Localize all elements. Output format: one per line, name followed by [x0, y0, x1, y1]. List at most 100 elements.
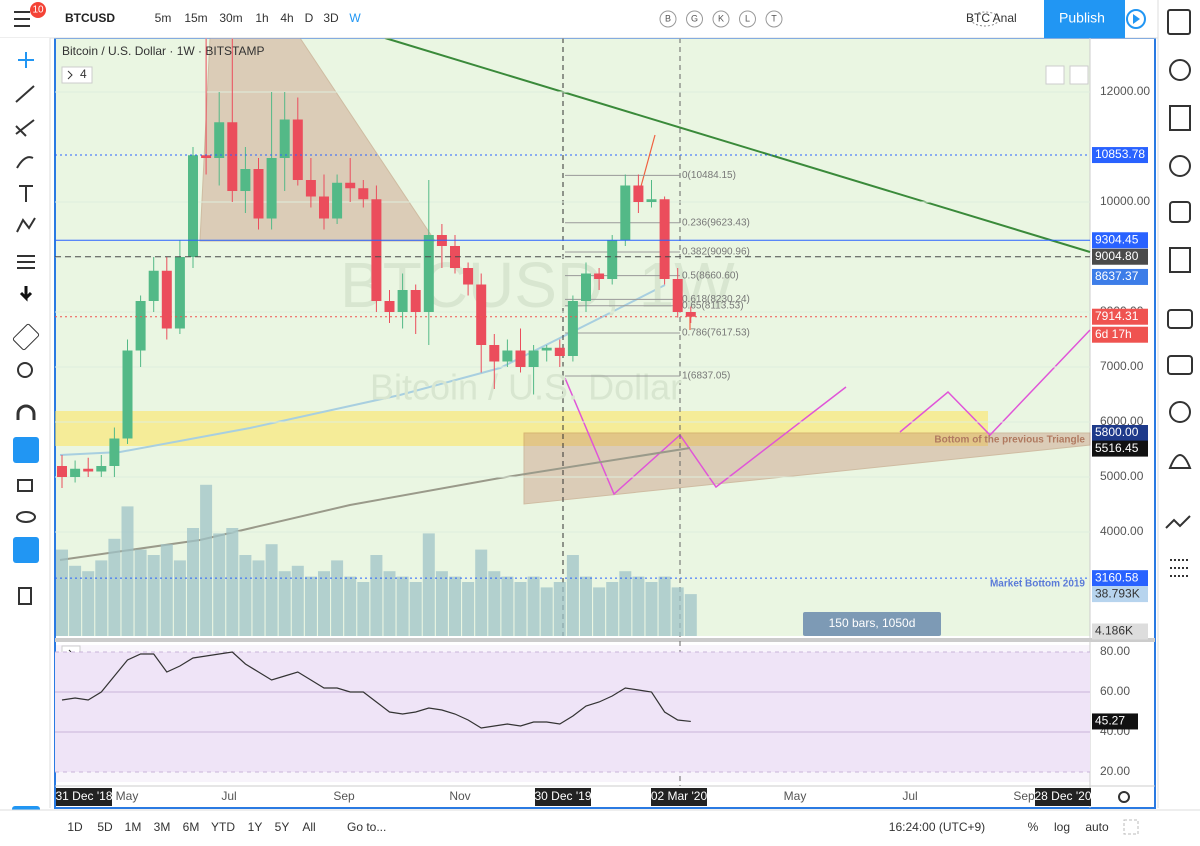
study-button[interactable] [765, 10, 783, 28]
draw-mode[interactable] [13, 437, 39, 463]
data-icon[interactable] [1169, 155, 1191, 177]
settings-button[interactable] [1118, 791, 1130, 803]
volume-bar [449, 576, 461, 636]
sync-tool[interactable] [13, 537, 39, 563]
interval-button[interactable]: D [305, 11, 314, 25]
candle-body [384, 301, 395, 313]
study-button[interactable] [659, 10, 677, 28]
interval-button[interactable]: 3D [323, 11, 339, 25]
volume-bar [632, 576, 645, 636]
measure-tool[interactable] [12, 323, 40, 351]
news-icon[interactable] [1169, 105, 1191, 131]
dom-icon[interactable] [1170, 559, 1190, 577]
menu-icon[interactable] [14, 11, 30, 27]
study-letter[interactable]: B [665, 13, 671, 23]
fib-tool[interactable] [15, 119, 35, 137]
interval-button[interactable]: W [349, 11, 361, 25]
volume-bar [488, 571, 501, 636]
ideas-icon[interactable] [1169, 401, 1191, 423]
trendline-tool[interactable] [15, 85, 35, 103]
interval-button[interactable]: 4h [280, 11, 293, 25]
study-button[interactable] [686, 10, 703, 28]
cursor-tool[interactable] [18, 52, 34, 68]
notes-icon[interactable] [1169, 247, 1191, 273]
calendar-icon[interactable] [1169, 201, 1191, 223]
range-button[interactable]: 1Y [248, 820, 263, 834]
last-price-label: 7914.31 [1095, 309, 1139, 323]
delete-tool[interactable] [18, 587, 32, 605]
y-tick-label: 12000.00 [1100, 84, 1150, 98]
rsi-value-box [1092, 713, 1138, 730]
indicators-toggle[interactable] [61, 66, 93, 84]
interval-button[interactable]: 1h [255, 11, 268, 25]
visibility-tool[interactable] [16, 511, 36, 523]
alerts-icon[interactable] [1169, 59, 1191, 81]
symbol[interactable]: BTCUSD [65, 11, 115, 25]
arrow-tool[interactable] [19, 286, 33, 302]
range-button[interactable]: 3M [154, 820, 171, 834]
magnet-tool[interactable] [16, 404, 36, 420]
rsi-value-label: 45.27 [1095, 714, 1125, 728]
range-button[interactable]: All [302, 820, 315, 834]
auto-toggle[interactable]: auto [1085, 820, 1109, 834]
range-button[interactable]: 1M [125, 820, 142, 834]
interval-button[interactable]: 5m [155, 11, 172, 25]
candle-body [188, 155, 198, 258]
layout-name[interactable]: BTC Anal [966, 11, 1017, 25]
candle-body [70, 468, 81, 477]
messages-icon[interactable] [1167, 355, 1193, 375]
zoom-tool[interactable] [17, 362, 33, 378]
candle-body [502, 350, 513, 362]
watermark: Bitcoin / U.S. Dollar [370, 367, 682, 408]
y-tick-label: 5000.00 [1100, 469, 1144, 483]
volume-bar [619, 571, 632, 636]
range-button[interactable]: 1D [67, 820, 83, 834]
bars-info-box [803, 612, 941, 636]
projection-path [899, 329, 1091, 437]
publish-button[interactable] [1044, 0, 1125, 38]
volume-bar [95, 560, 108, 636]
text-tool[interactable] [19, 185, 33, 202]
top-toolbar [0, 0, 1200, 38]
volume-bar [265, 544, 278, 636]
study-letter[interactable]: G [691, 13, 698, 23]
study-button[interactable] [712, 10, 730, 28]
interval-button[interactable]: 30m [219, 11, 242, 25]
range-button[interactable]: 6M [183, 820, 200, 834]
pattern-tool[interactable] [16, 217, 36, 233]
range-button[interactable]: 5Y [275, 820, 290, 834]
range-button[interactable]: YTD [211, 820, 235, 834]
range-button[interactable]: 5D [97, 820, 113, 834]
study-button[interactable] [739, 10, 756, 28]
publish-label[interactable]: Publish [1059, 10, 1105, 26]
notifications-icon[interactable] [1168, 454, 1192, 469]
chat-icon[interactable] [1167, 309, 1193, 329]
watchlist-icon[interactable] [1167, 9, 1191, 35]
fullscreen-button[interactable] [1123, 819, 1139, 835]
play-button[interactable] [1126, 9, 1146, 29]
log-toggle[interactable]: log [1054, 820, 1070, 834]
volume-bar [357, 582, 370, 636]
volume-bar [147, 555, 160, 636]
volume-bar [462, 582, 475, 636]
study-letter[interactable]: K [718, 13, 724, 23]
goto-button[interactable]: Go to... [347, 820, 386, 834]
brush-tool[interactable] [16, 156, 34, 169]
study-letter[interactable]: T [771, 13, 777, 23]
candle-body [96, 465, 107, 472]
interval-button[interactable]: 15m [184, 11, 207, 25]
percent-toggle[interactable]: % [1028, 820, 1039, 834]
clock: 16:24:00 (UTC+9) [889, 820, 985, 834]
maximize-button[interactable] [1069, 65, 1089, 85]
scroll-button[interactable] [1045, 65, 1065, 85]
moving-average [59, 447, 691, 561]
candle-body [83, 468, 94, 472]
stream-icon[interactable] [1165, 515, 1191, 529]
forecast-tool[interactable] [17, 255, 35, 269]
volume-bar [187, 528, 199, 636]
lock-tool[interactable] [17, 479, 33, 492]
candle-body [319, 196, 329, 219]
volume-bar [475, 549, 488, 636]
study-letter[interactable]: L [745, 13, 750, 23]
